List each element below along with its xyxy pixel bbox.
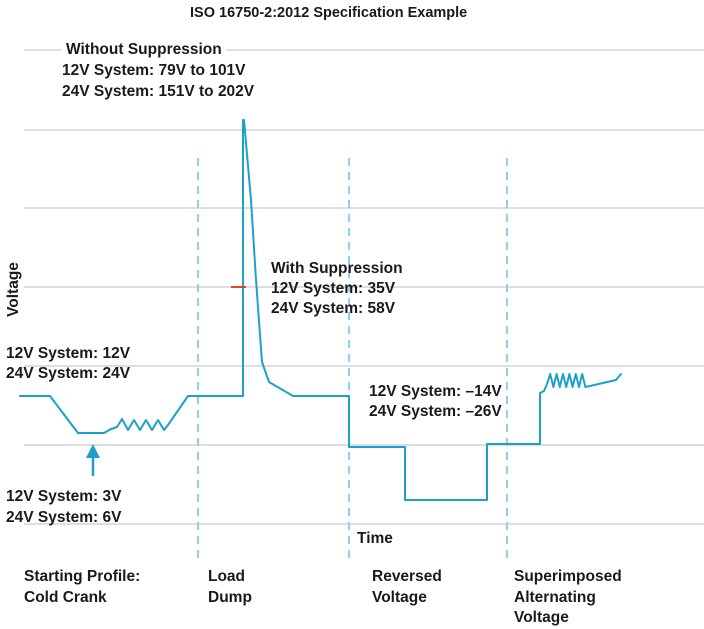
phase-label-superimposed-1: Superimposed	[514, 568, 622, 585]
cold-crank-12v: 12V System: 3V	[6, 488, 122, 505]
without-suppression-12v: 12V System: 79V to 101V	[62, 62, 246, 79]
with-suppression-12v: 12V System: 35V	[271, 280, 396, 297]
phase-label-load-dump-1: Load	[208, 568, 246, 585]
nominal-24v: 24V System: 24V	[6, 365, 131, 382]
nominal-12v: 12V System: 12V	[6, 345, 131, 362]
phase-label-reversed-1: Reversed	[372, 568, 442, 585]
x-axis-label: Time	[357, 530, 393, 547]
cold-crank-24v: 24V System: 6V	[6, 509, 122, 526]
cold-crank-arrow	[86, 444, 100, 476]
phase-label-superimposed-3: Voltage	[514, 609, 569, 626]
voltage-waveform	[19, 119, 622, 501]
without-suppression-heading: Without Suppression	[62, 39, 226, 60]
phase-label-reversed-2: Voltage	[372, 589, 427, 606]
phase-dividers	[197, 158, 508, 560]
phase-label-superimposed-2: Alternating	[514, 589, 596, 606]
y-axis-label: Voltage	[4, 262, 22, 317]
reversed-12v: 12V System: –14V	[369, 383, 502, 400]
phase-label-load-dump-2: Dump	[208, 589, 252, 606]
phase-label-cold-crank-2: Cold Crank	[24, 589, 107, 606]
reversed-24v: 24V System: –26V	[369, 403, 502, 420]
grid-lines	[24, 49, 704, 525]
phase-label-cold-crank-1: Starting Profile:	[24, 568, 141, 585]
with-suppression-heading: With Suppression	[271, 260, 403, 277]
without-suppression-24v: 24V System: 151V to 202V	[62, 83, 255, 100]
with-suppression-24v: 24V System: 58V	[271, 300, 396, 317]
chart-title: ISO 16750-2:2012 Specification Example	[190, 5, 468, 21]
